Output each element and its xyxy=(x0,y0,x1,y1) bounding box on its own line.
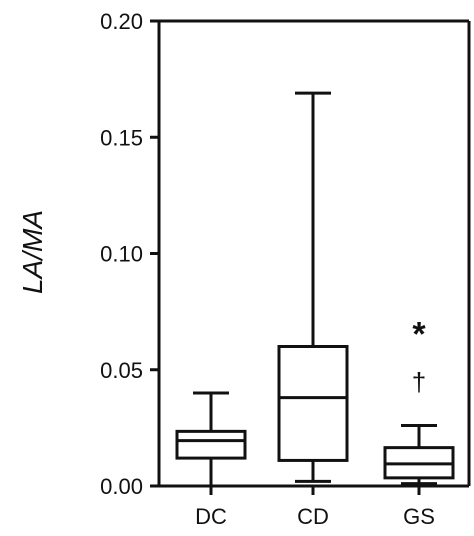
y-axis-label: LA/MA xyxy=(17,210,48,294)
annotations-layer: *† xyxy=(412,315,427,397)
box-cd xyxy=(277,91,349,483)
x-tick-label-gs: GS xyxy=(403,504,435,529)
x-tick-label-cd: CD xyxy=(297,504,329,529)
boxes-layer xyxy=(175,91,455,488)
y-tick-label-1: 0.05 xyxy=(100,358,143,383)
box-dc-iqr xyxy=(175,429,247,460)
significance-dagger: † xyxy=(412,367,426,397)
y-tick-label-3: 0.15 xyxy=(100,125,143,150)
box-gs xyxy=(383,424,455,486)
significance-asterisk: * xyxy=(412,315,426,353)
x-axis: DC CD GS xyxy=(195,486,435,529)
y-tick-label-4: 0.20 xyxy=(100,9,143,34)
y-tick-label-2: 0.10 xyxy=(100,242,143,267)
box-cd-iqr xyxy=(277,345,349,462)
x-tick-label-dc: DC xyxy=(195,504,227,529)
y-tick-label-0: 0.00 xyxy=(100,474,143,499)
box-dc xyxy=(175,391,247,488)
y-axis: 0.00 0.05 0.10 0.15 0.20 xyxy=(100,9,159,499)
